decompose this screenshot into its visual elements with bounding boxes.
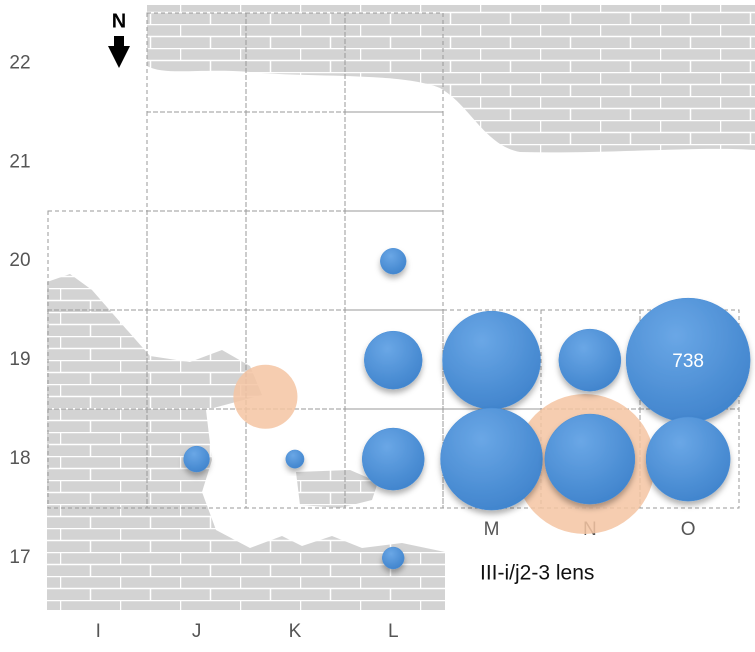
grid-cell <box>344 111 444 212</box>
x-tick-label: I <box>96 621 101 642</box>
bubble <box>645 416 731 502</box>
y-tick-label: 19 <box>9 349 30 370</box>
annotation: III-i/j2-3 lens <box>480 562 594 585</box>
grid-cell <box>146 111 247 212</box>
bubble <box>442 310 541 410</box>
bubble <box>544 413 636 505</box>
x-tick-label: L <box>388 621 399 642</box>
y-tick-label: 21 <box>9 151 30 172</box>
bubble <box>285 449 305 469</box>
x-tick-label: M <box>484 519 500 540</box>
x-tick-label: J <box>192 621 202 642</box>
y-tick-label: 18 <box>9 448 30 469</box>
wall-top <box>147 5 755 153</box>
wall-inner <box>296 470 378 508</box>
walls <box>47 5 755 610</box>
x-tick-label: K <box>289 621 302 642</box>
grid-cell <box>245 210 346 311</box>
bubble <box>183 445 210 473</box>
north-arrow: N <box>108 10 130 68</box>
bubble <box>233 364 298 429</box>
grid-cell <box>245 111 346 212</box>
y-tick-label: 20 <box>9 250 30 271</box>
bubble <box>440 407 543 511</box>
north-label: N <box>112 10 126 32</box>
bubble <box>382 546 405 570</box>
bubble <box>380 248 407 275</box>
grid-cell <box>146 210 247 311</box>
bubble <box>558 328 622 392</box>
y-tick-label: 17 <box>9 547 30 568</box>
bubble <box>361 427 425 491</box>
x-tick-label: O <box>681 519 696 540</box>
north-arrow-icon <box>108 36 130 68</box>
data-label: 738 <box>672 351 704 372</box>
y-tick-label: 22 <box>9 52 30 73</box>
bubble <box>364 330 423 390</box>
